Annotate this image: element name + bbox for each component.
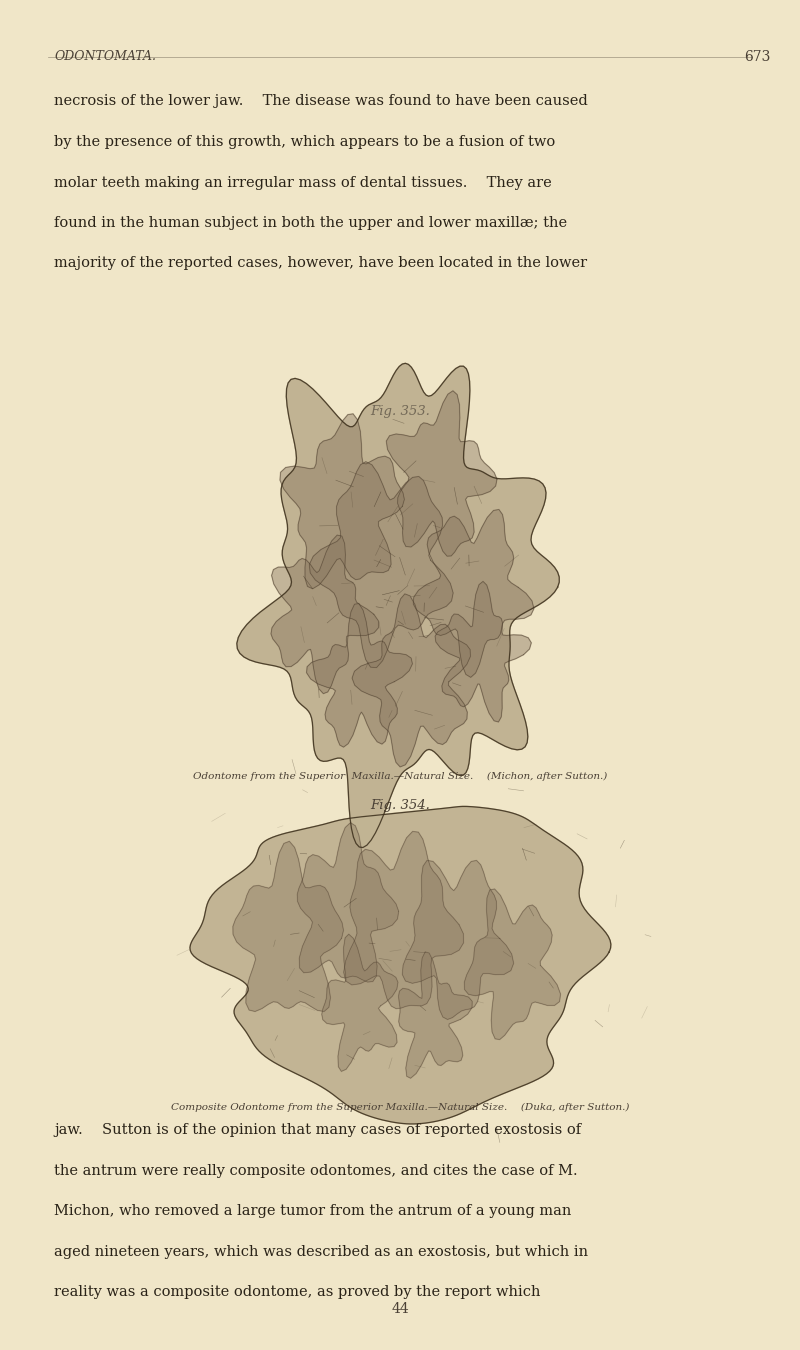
Text: ODONTOMATA.: ODONTOMATA. [54,50,157,63]
Polygon shape [344,832,463,1008]
Text: jaw.  Sutton is of the opinion that many cases of reported exostosis of: jaw. Sutton is of the opinion that many … [54,1123,582,1137]
Text: Odontome from the Superior  Maxilla.—Natural Size.  (Michon, after Sutton.): Odontome from the Superior Maxilla.—Natu… [193,772,607,782]
Polygon shape [464,890,561,1040]
Polygon shape [435,582,531,722]
Polygon shape [190,806,611,1125]
Polygon shape [233,841,343,1011]
Text: 673: 673 [744,50,770,63]
Polygon shape [190,806,611,1125]
Polygon shape [298,822,398,981]
Text: reality was a composite odontome, as proved by the report which: reality was a composite odontome, as pro… [54,1285,541,1299]
Text: found in the human subject in both the upper and lower maxillæ; the: found in the human subject in both the u… [54,216,567,230]
Polygon shape [271,535,378,694]
Polygon shape [414,509,534,678]
Text: molar teeth making an irregular mass of dental tissues.  They are: molar teeth making an irregular mass of … [54,176,552,189]
Polygon shape [237,363,559,848]
Polygon shape [398,952,472,1079]
Polygon shape [306,603,413,747]
Polygon shape [352,594,470,767]
Polygon shape [322,934,398,1072]
Text: 44: 44 [391,1303,409,1316]
Text: Composite Odontome from the Superior Maxilla.—Natural Size.  (Duka, after Sutton: Composite Odontome from the Superior Max… [171,1103,629,1112]
Text: aged nineteen years, which was described as an exostosis, but which in: aged nineteen years, which was described… [54,1245,589,1258]
Polygon shape [386,390,497,556]
Text: majority of the reported cases, however, have been located in the lower: majority of the reported cases, however,… [54,256,587,270]
Text: Fig. 354.: Fig. 354. [370,799,430,813]
Text: by the presence of this growth, which appears to be a fusion of two: by the presence of this growth, which ap… [54,135,556,148]
Polygon shape [280,414,404,589]
Text: Fig. 353.: Fig. 353. [370,405,430,418]
Polygon shape [402,860,514,1019]
Text: Michon, who removed a large tumor from the antrum of a young man: Michon, who removed a large tumor from t… [54,1204,572,1218]
Text: necrosis of the lower jaw.  The disease was found to have been caused: necrosis of the lower jaw. The disease w… [54,95,588,108]
Polygon shape [237,363,559,848]
Text: the antrum were really composite odontomes, and cites the case of M.: the antrum were really composite odontom… [54,1164,578,1177]
Polygon shape [310,462,453,668]
